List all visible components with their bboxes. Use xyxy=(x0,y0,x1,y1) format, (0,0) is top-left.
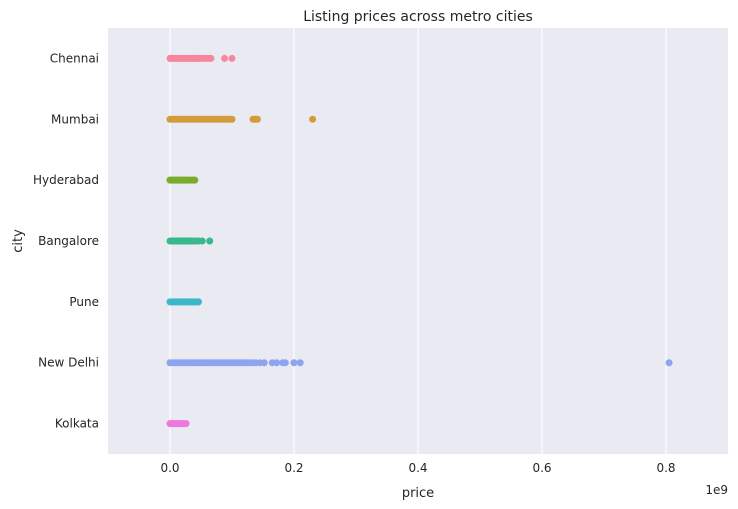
x-offset-label: 1e9 xyxy=(705,483,728,497)
x-tick-labels: 0.0 0.2 0.4 0.6 0.8 xyxy=(160,461,675,475)
data-point xyxy=(191,176,199,184)
data-point xyxy=(228,54,236,62)
data-point xyxy=(273,359,281,367)
series-new-delhi xyxy=(166,359,673,367)
data-point xyxy=(182,420,190,428)
y-tick-label: Chennai xyxy=(50,51,99,65)
data-point xyxy=(228,115,236,123)
grid-lines xyxy=(169,28,667,454)
data-point xyxy=(665,359,673,367)
y-tick-label: Hyderabad xyxy=(33,173,99,187)
data-point xyxy=(290,359,298,367)
y-axis-label: city xyxy=(11,229,26,253)
y-tick-labels: Chennai Mumbai Hyderabad Bangalore Pune New D… xyxy=(33,51,99,430)
series-hyderabad xyxy=(166,176,199,184)
data-point xyxy=(198,237,206,245)
data-point xyxy=(207,54,215,62)
y-tick-label: Bangalore xyxy=(38,234,99,248)
x-tick-label: 0.4 xyxy=(408,461,427,475)
series-mumbai xyxy=(166,115,317,123)
data-point xyxy=(281,359,289,367)
x-tick-label: 0.6 xyxy=(532,461,551,475)
x-tick-label: 0.8 xyxy=(656,461,675,475)
y-tick-label: Kolkata xyxy=(55,417,99,431)
y-tick-label: Pune xyxy=(69,295,99,309)
data-point xyxy=(296,359,304,367)
chart-title: Listing prices across metro cities xyxy=(303,9,533,25)
x-tick-label: 0.2 xyxy=(284,461,303,475)
data-points xyxy=(166,54,673,428)
series-kolkata xyxy=(166,420,190,428)
series-pune xyxy=(166,298,203,306)
data-point xyxy=(195,298,203,306)
data-point xyxy=(309,115,317,123)
x-axis-label: price xyxy=(402,486,434,501)
y-tick-label: Mumbai xyxy=(51,112,99,126)
series-bangalore xyxy=(166,237,214,245)
y-tick-label: New Delhi xyxy=(38,356,99,370)
data-point xyxy=(260,359,268,367)
data-point xyxy=(206,237,214,245)
series-chennai xyxy=(166,54,236,62)
data-point xyxy=(221,54,229,62)
x-tick-label: 0.0 xyxy=(160,461,179,475)
data-point xyxy=(253,115,261,123)
